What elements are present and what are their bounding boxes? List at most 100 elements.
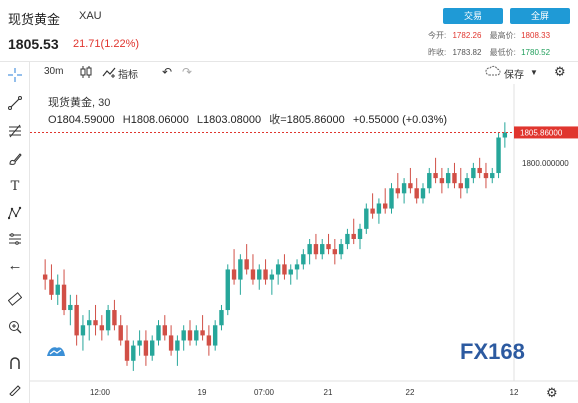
fx168-logo: FX168 xyxy=(460,339,525,364)
candle-body xyxy=(471,167,476,179)
zoom-in-icon[interactable] xyxy=(6,318,24,336)
legend-low-label: L xyxy=(196,114,204,126)
drawing-toolbar: T ← xyxy=(0,62,30,403)
redo-icon[interactable]: ↷ xyxy=(182,65,193,79)
candle-body xyxy=(206,335,212,346)
today-open-label: 今开: xyxy=(428,31,447,40)
projection-icon[interactable] xyxy=(6,230,24,248)
candle-body xyxy=(238,259,243,280)
last-price-tag xyxy=(514,126,578,139)
back-arrow-icon[interactable]: ← xyxy=(7,256,23,274)
candle-body xyxy=(131,345,136,361)
legend-low-value: 1803.08000 xyxy=(203,114,262,126)
instrument-title: 现货黄金 xyxy=(8,12,61,27)
candle-body xyxy=(351,233,356,239)
x-tick-label: 12:00 xyxy=(90,388,111,397)
prev-close-label: 昨收: xyxy=(428,48,447,57)
candle-body xyxy=(389,188,394,209)
candle-body xyxy=(225,269,230,311)
candle-body xyxy=(433,173,438,179)
prev-close-value: 1783.82 xyxy=(452,48,482,57)
legend-change: +0.55000 (+0.03%) xyxy=(352,114,448,126)
candle-body xyxy=(370,208,375,214)
candle-body xyxy=(464,178,470,189)
indicators-icon[interactable] xyxy=(102,65,116,82)
candle-body xyxy=(68,304,73,311)
fullscreen-button[interactable]: 全屏 xyxy=(510,8,570,24)
candle-body xyxy=(307,244,312,255)
brush-icon[interactable] xyxy=(6,150,24,168)
trade-button[interactable]: 交易 xyxy=(443,8,503,24)
x-tick-label: 21 xyxy=(324,388,333,397)
candle-body xyxy=(168,335,174,351)
candle-body xyxy=(420,188,426,199)
candle-body xyxy=(395,188,401,194)
low-value: 1780.52 xyxy=(521,48,551,57)
candle-body xyxy=(49,279,54,295)
candle-body xyxy=(80,325,86,336)
candle-body xyxy=(357,228,363,239)
candle-body xyxy=(376,203,382,214)
candle-body xyxy=(401,183,407,194)
interval-selector[interactable]: 30m xyxy=(44,66,64,77)
legend-title-row: 现货黄金, 30 xyxy=(48,97,111,109)
candles-icon[interactable] xyxy=(80,65,92,82)
candle-body xyxy=(112,310,117,326)
candle-body xyxy=(250,269,256,280)
last-price-label: 1805.86000 xyxy=(520,128,563,137)
candle-body xyxy=(364,208,369,229)
candle-body xyxy=(275,264,281,275)
candle-body xyxy=(175,340,180,351)
indicators-button[interactable]: 指标 xyxy=(118,70,138,81)
settings-icon[interactable]: ⚙ xyxy=(554,64,566,79)
lock-pencil-icon[interactable] xyxy=(6,380,24,398)
trend-line-icon[interactable] xyxy=(6,94,24,112)
candle-body xyxy=(257,269,262,280)
candle-body xyxy=(345,233,350,245)
candle-body xyxy=(326,244,331,250)
candle-body xyxy=(219,310,224,326)
stats-row-1: 今开: 1782.26 最高价: 1808.33 xyxy=(428,30,550,41)
candle-body xyxy=(212,325,218,346)
visibility-icon[interactable] xyxy=(45,344,67,358)
candle-body xyxy=(55,284,60,295)
candle-body xyxy=(294,264,300,270)
high-value: 1808.33 xyxy=(521,31,551,40)
legend-high-label: H xyxy=(122,114,131,126)
stats-row-2: 昨收: 1783.82 最低价: 1780.52 xyxy=(428,47,550,58)
pattern-icon[interactable] xyxy=(6,204,24,222)
candlestick-plot[interactable]: 1800.000000 1805.86000 12:00 19 07:00 21 22 12 ⚙ xyxy=(30,84,578,403)
candle-body xyxy=(149,340,155,356)
chevron-down-icon[interactable]: ▼ xyxy=(530,68,538,77)
candle-body xyxy=(320,244,325,255)
legend-open-value: 1804.59000 xyxy=(56,114,115,126)
candle-body xyxy=(282,264,287,275)
chart-area[interactable]: 1800.000000 1805.86000 12:00 19 07:00 21 22 12 ⚙… xyxy=(30,84,578,403)
legend-interval: 30 xyxy=(98,97,111,109)
candle-body xyxy=(93,320,98,326)
cloud-icon[interactable] xyxy=(485,65,501,80)
candle-body xyxy=(187,330,193,341)
axis-settings-icon: ⚙ xyxy=(546,386,558,401)
candle-body xyxy=(74,304,79,336)
crosshair-icon[interactable] xyxy=(6,66,24,84)
candle-body xyxy=(105,310,111,331)
fib-tool-icon[interactable] xyxy=(6,122,24,140)
candle-body xyxy=(490,173,495,179)
candle-body xyxy=(162,325,168,336)
legend-open-label: O xyxy=(48,114,57,126)
candle-body xyxy=(244,259,249,270)
candle-body xyxy=(458,183,463,189)
undo-icon[interactable]: ↶ xyxy=(162,65,173,79)
ruler-icon[interactable] xyxy=(6,290,24,308)
high-label: 最高价: xyxy=(489,31,516,40)
text-tool-icon[interactable]: T xyxy=(10,178,20,194)
save-button[interactable]: 保存 xyxy=(504,70,524,81)
x-tick-label: 22 xyxy=(406,388,415,397)
candle-body xyxy=(137,340,142,346)
magnet-icon[interactable] xyxy=(6,354,24,372)
candle-body xyxy=(99,325,105,331)
candle-body xyxy=(414,188,419,199)
candle-body xyxy=(452,173,457,184)
